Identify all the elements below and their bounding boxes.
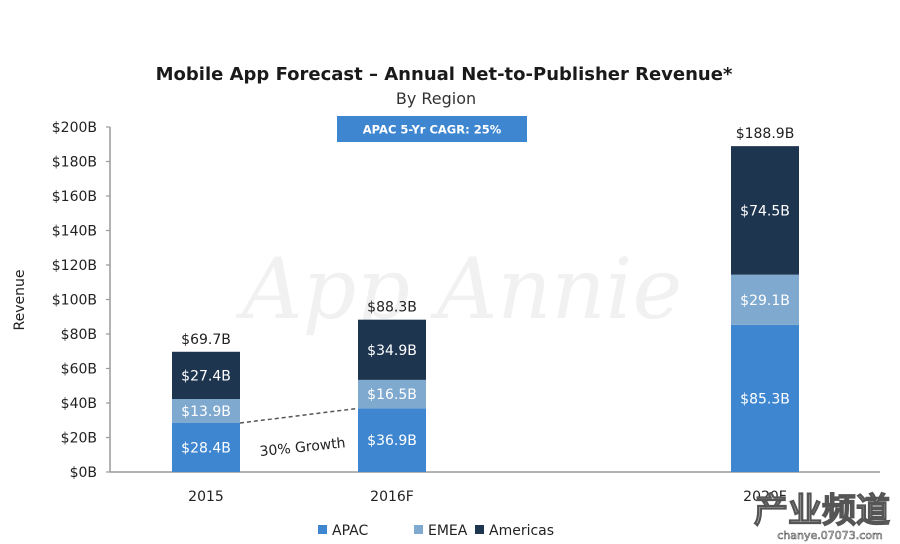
bar-segment-label: $27.4B bbox=[181, 368, 231, 384]
chart-title: Mobile App Forecast – Annual Net-to-Publ… bbox=[156, 64, 733, 85]
legend-item-americas: Americas bbox=[475, 523, 554, 539]
bar-segment-emea bbox=[358, 379, 426, 409]
cagr-badge-text: APAC 5-Yr CAGR: 25% bbox=[363, 123, 502, 137]
y-tick-label: $40B bbox=[61, 396, 97, 412]
legend-swatch-americas bbox=[475, 525, 484, 534]
x-tick-label: 2015 bbox=[188, 489, 224, 505]
corner-watermark: 产业频道 chanye.07073.com bbox=[753, 490, 890, 542]
bar-segment-label: $13.9B bbox=[181, 404, 231, 420]
bar-segment-apac bbox=[731, 324, 799, 472]
legend-label: Americas bbox=[489, 523, 554, 539]
legend-label: APAC bbox=[332, 523, 368, 539]
corner-watermark-main: 产业频道 bbox=[754, 491, 890, 531]
bar-segment-label: $85.3B bbox=[740, 391, 790, 407]
y-tick-label: $20B bbox=[61, 431, 97, 447]
y-axis: $0B $20B $40B $60B $80B $100B $120B $140B $160B $… bbox=[52, 120, 111, 481]
legend-label: EMEA bbox=[428, 523, 468, 539]
bar-segment-americas bbox=[172, 351, 240, 400]
bar-total-label: $69.7B bbox=[181, 332, 231, 348]
bar-stack-2015: $28.4B $13.9B $27.4B $69.7B bbox=[172, 332, 240, 472]
bar-segment-emea bbox=[172, 399, 240, 424]
chart-subtitle: By Region bbox=[396, 89, 476, 108]
bar-segment-label: $29.1B bbox=[740, 293, 790, 309]
growth-dashed-line bbox=[239, 407, 359, 424]
bar-segment-label: $34.9B bbox=[367, 343, 417, 359]
y-tick-label: $0B bbox=[70, 465, 97, 481]
legend-swatch-emea bbox=[414, 525, 423, 534]
bar-segment-apac bbox=[358, 408, 426, 472]
growth-annotation-text: 30% Growth bbox=[259, 435, 346, 460]
y-tick-label: $140B bbox=[52, 224, 97, 240]
y-tick-label: $120B bbox=[52, 258, 97, 274]
legend: APAC EMEA Americas bbox=[318, 523, 554, 539]
corner-watermark-sub: chanye.07073.com bbox=[777, 529, 883, 542]
y-tick-label: $60B bbox=[61, 362, 97, 378]
bar-stack-2016f: $36.9B $16.5B $34.9B $88.3B bbox=[358, 300, 426, 472]
bar-segment-emea bbox=[731, 274, 799, 325]
bar-segment-americas bbox=[731, 146, 799, 275]
app-annie-watermark: App Annie bbox=[235, 240, 682, 338]
growth-annotation: 30% Growth bbox=[239, 407, 359, 460]
bar-total-label: $188.9B bbox=[736, 126, 795, 142]
y-tick-label: $160B bbox=[52, 189, 97, 205]
cagr-badge bbox=[337, 116, 527, 142]
bar-segment-label: $28.4B bbox=[181, 441, 231, 457]
legend-item-apac: APAC bbox=[318, 523, 368, 539]
bar-segment-label: $16.5B bbox=[367, 387, 417, 403]
bar-segment-label: $36.9B bbox=[367, 433, 417, 449]
x-tick-label: 2020F bbox=[743, 489, 787, 505]
legend-item-emea: EMEA bbox=[414, 523, 468, 539]
bars: $28.4B $13.9B $27.4B $69.7B $36.9B $16.5B $34.… bbox=[172, 126, 799, 472]
bar-stack-2020f: $85.3B $29.1B $74.5B $188.9B bbox=[731, 126, 799, 472]
y-axis-label: Revenue bbox=[12, 270, 28, 331]
y-tick-label: $100B bbox=[52, 293, 97, 309]
bar-total-label: $88.3B bbox=[367, 300, 417, 316]
y-tick-label: $200B bbox=[52, 120, 97, 136]
y-tick-label: $80B bbox=[61, 327, 97, 343]
bar-segment-apac bbox=[172, 423, 240, 472]
x-tick-label: 2016F bbox=[370, 489, 414, 505]
bar-segment-americas bbox=[358, 319, 426, 380]
legend-swatch-apac bbox=[318, 525, 327, 534]
bar-segment-label: $74.5B bbox=[740, 203, 790, 219]
y-tick-label: $180B bbox=[52, 155, 97, 171]
